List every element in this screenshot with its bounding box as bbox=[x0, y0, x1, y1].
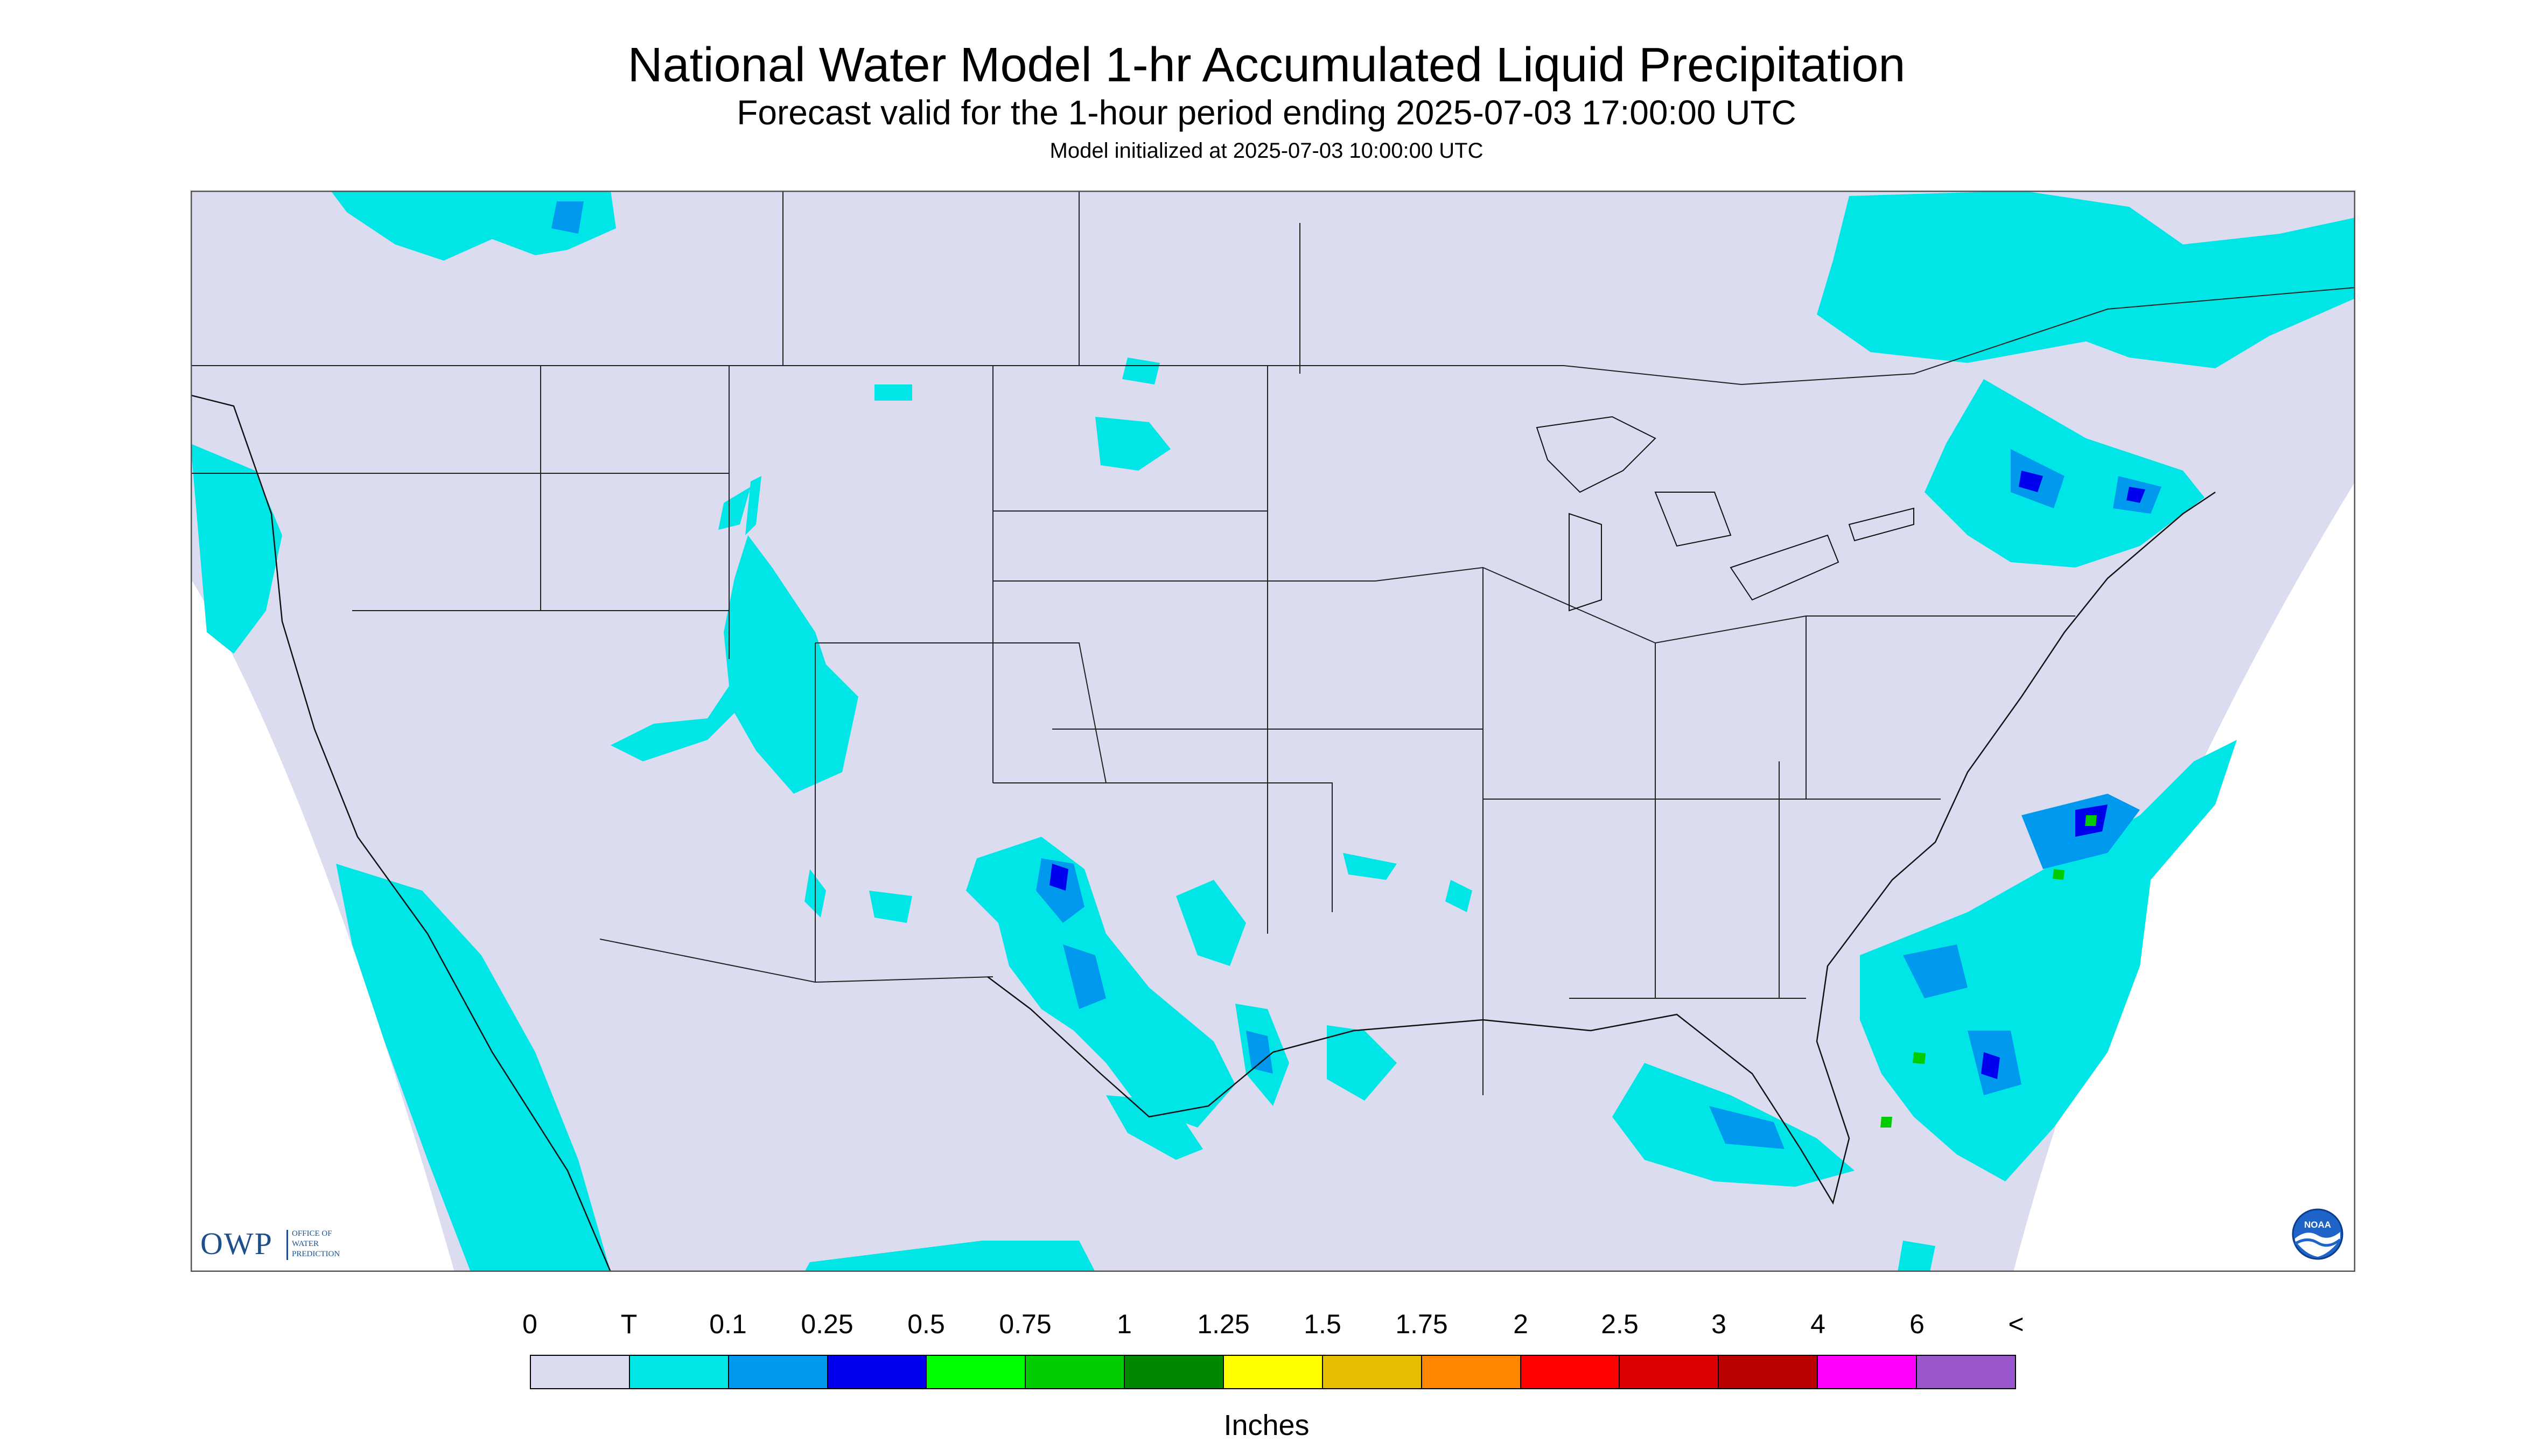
legend-label: 2.5 bbox=[1601, 1309, 1639, 1339]
legend-labels: 0 T 0.1 0.25 0.5 0.75 1 1.25 1.5 1.75 2 2.5 3 4 6 < bbox=[0, 1308, 2533, 1346]
forecast-valid-subtitle: Forecast valid for the 1-hour period end… bbox=[737, 93, 1796, 132]
legend-label: 1.5 bbox=[1304, 1309, 1341, 1339]
owp-logo: OWP OFFICE OF WATER PREDICTION bbox=[200, 1223, 373, 1264]
legend-swatch bbox=[1026, 1356, 1125, 1388]
legend-swatch bbox=[1917, 1356, 2015, 1388]
owp-logo-line: WATER bbox=[292, 1240, 319, 1248]
legend-label: 0.1 bbox=[709, 1309, 747, 1339]
legend-swatch bbox=[927, 1356, 1026, 1388]
legend-swatch bbox=[629, 1356, 729, 1388]
legend-swatch bbox=[1719, 1356, 1818, 1388]
noaa-logo: NOAA bbox=[2292, 1208, 2343, 1260]
legend-swatch bbox=[729, 1356, 828, 1388]
owp-logo-line: PREDICTION bbox=[292, 1250, 340, 1258]
map-title: National Water Model 1-hr Accumulated Li… bbox=[627, 38, 1906, 92]
legend-swatch bbox=[1224, 1356, 1323, 1388]
legend-label: 1 bbox=[1117, 1309, 1132, 1339]
legend-label: 0.5 bbox=[907, 1309, 945, 1339]
legend-label: 0 bbox=[522, 1309, 537, 1339]
gulf-atlantic-coastline bbox=[987, 491, 2216, 1205]
legend-colorbar bbox=[530, 1355, 2016, 1389]
legend-label: 0.75 bbox=[999, 1309, 1052, 1339]
legend-swatch bbox=[1521, 1356, 1620, 1388]
owp-logo-line: OFFICE OF bbox=[292, 1229, 332, 1238]
legend-swatch bbox=[1422, 1356, 1521, 1388]
legend-label: 2 bbox=[1513, 1309, 1528, 1339]
legend-swatch bbox=[828, 1356, 927, 1388]
noaa-logo-text: NOAA bbox=[2304, 1220, 2331, 1230]
legend-label: < bbox=[2008, 1309, 2024, 1339]
model-init-label: Model initialized at 2025-07-03 10:00:00… bbox=[1049, 139, 1484, 163]
legend-label: 3 bbox=[1711, 1309, 1726, 1339]
moderate-precip-cores bbox=[1880, 815, 2097, 1128]
legend-swatch bbox=[1620, 1356, 1719, 1388]
pacific-coastline bbox=[191, 394, 612, 1272]
legend-label: 1.25 bbox=[1197, 1309, 1250, 1339]
legend-label: 6 bbox=[1909, 1309, 1925, 1339]
owp-logo-text: OWP bbox=[200, 1226, 273, 1261]
heavy-precip-areas bbox=[1049, 471, 2145, 1079]
legend-swatch bbox=[531, 1356, 630, 1388]
legend-units: Inches bbox=[1223, 1409, 1310, 1441]
legend-label: 0.25 bbox=[801, 1309, 853, 1339]
legend-swatch bbox=[1818, 1356, 1918, 1388]
legend-label: 4 bbox=[1810, 1309, 1825, 1339]
legend-swatch bbox=[1323, 1356, 1422, 1388]
legend-label: T bbox=[620, 1309, 638, 1339]
boundary-lines bbox=[191, 191, 2355, 1095]
legend-label: 1.75 bbox=[1395, 1309, 1448, 1339]
legend-swatch bbox=[1125, 1356, 1224, 1388]
precipitation-map bbox=[191, 191, 2355, 1272]
model-domain bbox=[191, 191, 2355, 1272]
great-lakes bbox=[1536, 416, 1914, 612]
